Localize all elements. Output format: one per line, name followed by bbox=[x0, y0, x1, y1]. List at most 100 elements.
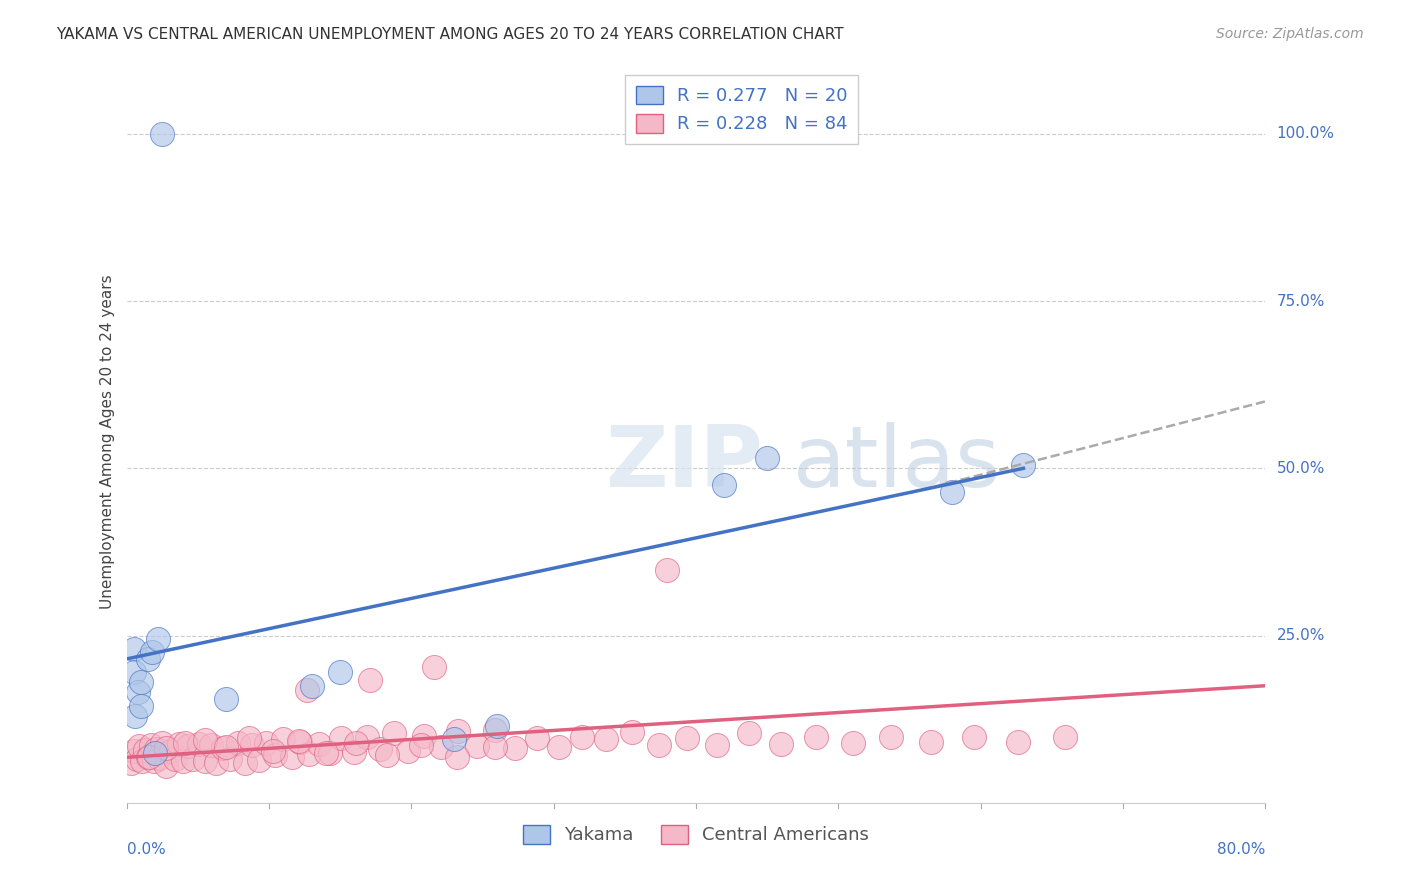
Point bbox=[595, 732, 617, 747]
Point bbox=[219, 751, 242, 765]
Point bbox=[215, 692, 238, 706]
Point bbox=[247, 753, 270, 767]
Point bbox=[150, 127, 173, 141]
Point bbox=[443, 732, 465, 747]
Point bbox=[125, 751, 148, 765]
Point bbox=[446, 749, 468, 764]
Point bbox=[142, 754, 165, 768]
Point bbox=[920, 735, 942, 749]
Point bbox=[159, 744, 181, 758]
Point bbox=[155, 759, 177, 773]
Point bbox=[1053, 730, 1076, 744]
Point bbox=[177, 739, 200, 753]
Point bbox=[172, 755, 194, 769]
Point bbox=[1012, 458, 1035, 472]
Legend: Yakama, Central Americans: Yakama, Central Americans bbox=[516, 818, 876, 852]
Text: Source: ZipAtlas.com: Source: ZipAtlas.com bbox=[1216, 27, 1364, 41]
Point bbox=[713, 478, 735, 492]
Point bbox=[145, 741, 167, 756]
Point bbox=[329, 665, 352, 680]
Y-axis label: Unemployment Among Ages 20 to 24 years: Unemployment Among Ages 20 to 24 years bbox=[100, 274, 115, 609]
Point bbox=[571, 730, 593, 744]
Point bbox=[447, 724, 470, 739]
Text: 80.0%: 80.0% bbox=[1218, 842, 1265, 856]
Point bbox=[128, 739, 150, 753]
Point bbox=[131, 755, 153, 769]
Point bbox=[484, 723, 506, 737]
Point bbox=[941, 484, 963, 499]
Point bbox=[484, 740, 506, 755]
Point bbox=[297, 683, 319, 698]
Point bbox=[136, 750, 159, 764]
Point bbox=[139, 738, 162, 752]
Point bbox=[200, 739, 222, 753]
Point bbox=[136, 652, 159, 666]
Point bbox=[315, 746, 337, 760]
Point bbox=[194, 733, 217, 747]
Point bbox=[163, 752, 186, 766]
Point bbox=[155, 740, 177, 755]
Text: 75.0%: 75.0% bbox=[1277, 293, 1324, 309]
Point bbox=[271, 732, 294, 747]
Point bbox=[205, 756, 228, 771]
Point bbox=[280, 750, 302, 764]
Point bbox=[240, 738, 263, 752]
Point bbox=[124, 708, 146, 723]
Point bbox=[122, 642, 145, 657]
Point bbox=[134, 743, 156, 757]
Text: 0.0%: 0.0% bbox=[127, 842, 166, 856]
Point bbox=[138, 750, 160, 764]
Point bbox=[212, 740, 235, 755]
Point bbox=[375, 747, 398, 762]
Point bbox=[301, 679, 323, 693]
Point bbox=[962, 730, 984, 744]
Text: 100.0%: 100.0% bbox=[1277, 127, 1334, 141]
Point bbox=[120, 756, 142, 770]
Point bbox=[503, 740, 526, 755]
Text: atlas: atlas bbox=[793, 422, 1001, 505]
Point bbox=[233, 756, 256, 770]
Point bbox=[356, 730, 378, 744]
Point bbox=[548, 739, 571, 754]
Point bbox=[122, 744, 145, 758]
Point bbox=[343, 745, 366, 759]
Point bbox=[485, 719, 508, 733]
Point bbox=[344, 736, 367, 750]
Point bbox=[288, 734, 311, 748]
Point bbox=[737, 725, 759, 739]
Point bbox=[526, 731, 548, 745]
Point bbox=[465, 739, 488, 753]
Point bbox=[308, 737, 330, 751]
Point bbox=[146, 632, 169, 646]
Point bbox=[129, 698, 152, 713]
Point bbox=[648, 738, 671, 752]
Text: ZIP: ZIP bbox=[605, 422, 762, 505]
Point bbox=[262, 744, 284, 758]
Point bbox=[413, 729, 436, 743]
Point bbox=[396, 744, 419, 758]
Point bbox=[657, 563, 679, 577]
Point bbox=[254, 735, 277, 749]
Point bbox=[770, 737, 793, 751]
Point bbox=[1007, 735, 1029, 749]
Point bbox=[676, 731, 699, 745]
Point bbox=[430, 740, 453, 755]
Point bbox=[290, 735, 312, 749]
Point bbox=[143, 746, 166, 760]
Point bbox=[298, 747, 321, 761]
Text: 25.0%: 25.0% bbox=[1277, 628, 1324, 643]
Point bbox=[263, 748, 285, 763]
Point bbox=[368, 742, 391, 756]
Point bbox=[880, 730, 903, 744]
Point bbox=[319, 746, 342, 760]
Text: YAKAMA VS CENTRAL AMERICAN UNEMPLOYMENT AMONG AGES 20 TO 24 YEARS CORRELATION CH: YAKAMA VS CENTRAL AMERICAN UNEMPLOYMENT … bbox=[56, 27, 844, 42]
Point bbox=[804, 730, 827, 744]
Point bbox=[129, 675, 152, 690]
Point bbox=[167, 737, 190, 751]
Point bbox=[183, 752, 205, 766]
Point bbox=[756, 451, 779, 466]
Point bbox=[188, 737, 211, 751]
Point bbox=[194, 754, 217, 768]
Point bbox=[382, 725, 405, 739]
Point bbox=[238, 731, 260, 745]
